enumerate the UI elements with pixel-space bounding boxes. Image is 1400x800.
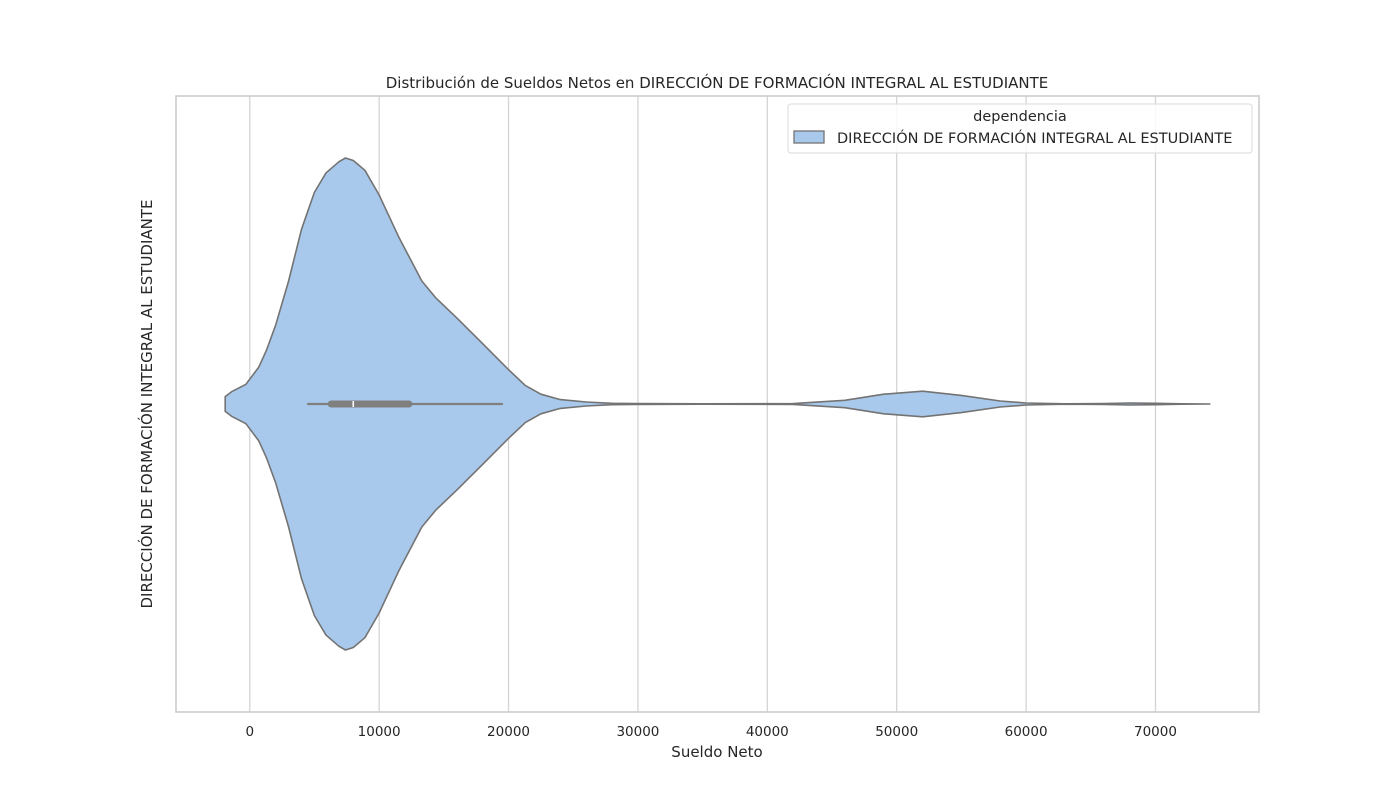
legend-swatch [793, 130, 825, 144]
x-ticks: 0 10000 20000 30000 40000 50000 60000 70000 [245, 724, 1177, 740]
legend-box [787, 103, 1253, 154]
plot-frame [175, 95, 1260, 713]
legend: dependencia DIRECCIÓN DE FORMACIÓN INTEG… [787, 103, 1253, 154]
y-axis-label: DIRECCIÓN DE FORMACIÓN INTEGRAL AL ESTUD… [137, 199, 156, 608]
chart-title: Distribución de Sueldos Netos en DIRECCI… [386, 73, 1049, 92]
legend-entry-label: DIRECCIÓN DE FORMACIÓN INTEGRAL AL ESTUD… [837, 129, 1232, 147]
x-tick-label: 0 [245, 724, 254, 740]
violin-group [224, 157, 1211, 651]
violin-body [224, 157, 1211, 651]
x-tick-label: 60000 [1005, 724, 1048, 740]
x-axis-label: Sueldo Neto [671, 743, 762, 761]
legend-title: dependencia [973, 109, 1067, 125]
x-tick-label: 20000 [487, 724, 530, 740]
x-tick-label: 70000 [1134, 724, 1177, 740]
x-tick-label: 50000 [875, 724, 918, 740]
x-tick-label: 40000 [746, 724, 789, 740]
x-tick-label: 30000 [616, 724, 659, 740]
x-tick-label: 10000 [358, 724, 401, 740]
